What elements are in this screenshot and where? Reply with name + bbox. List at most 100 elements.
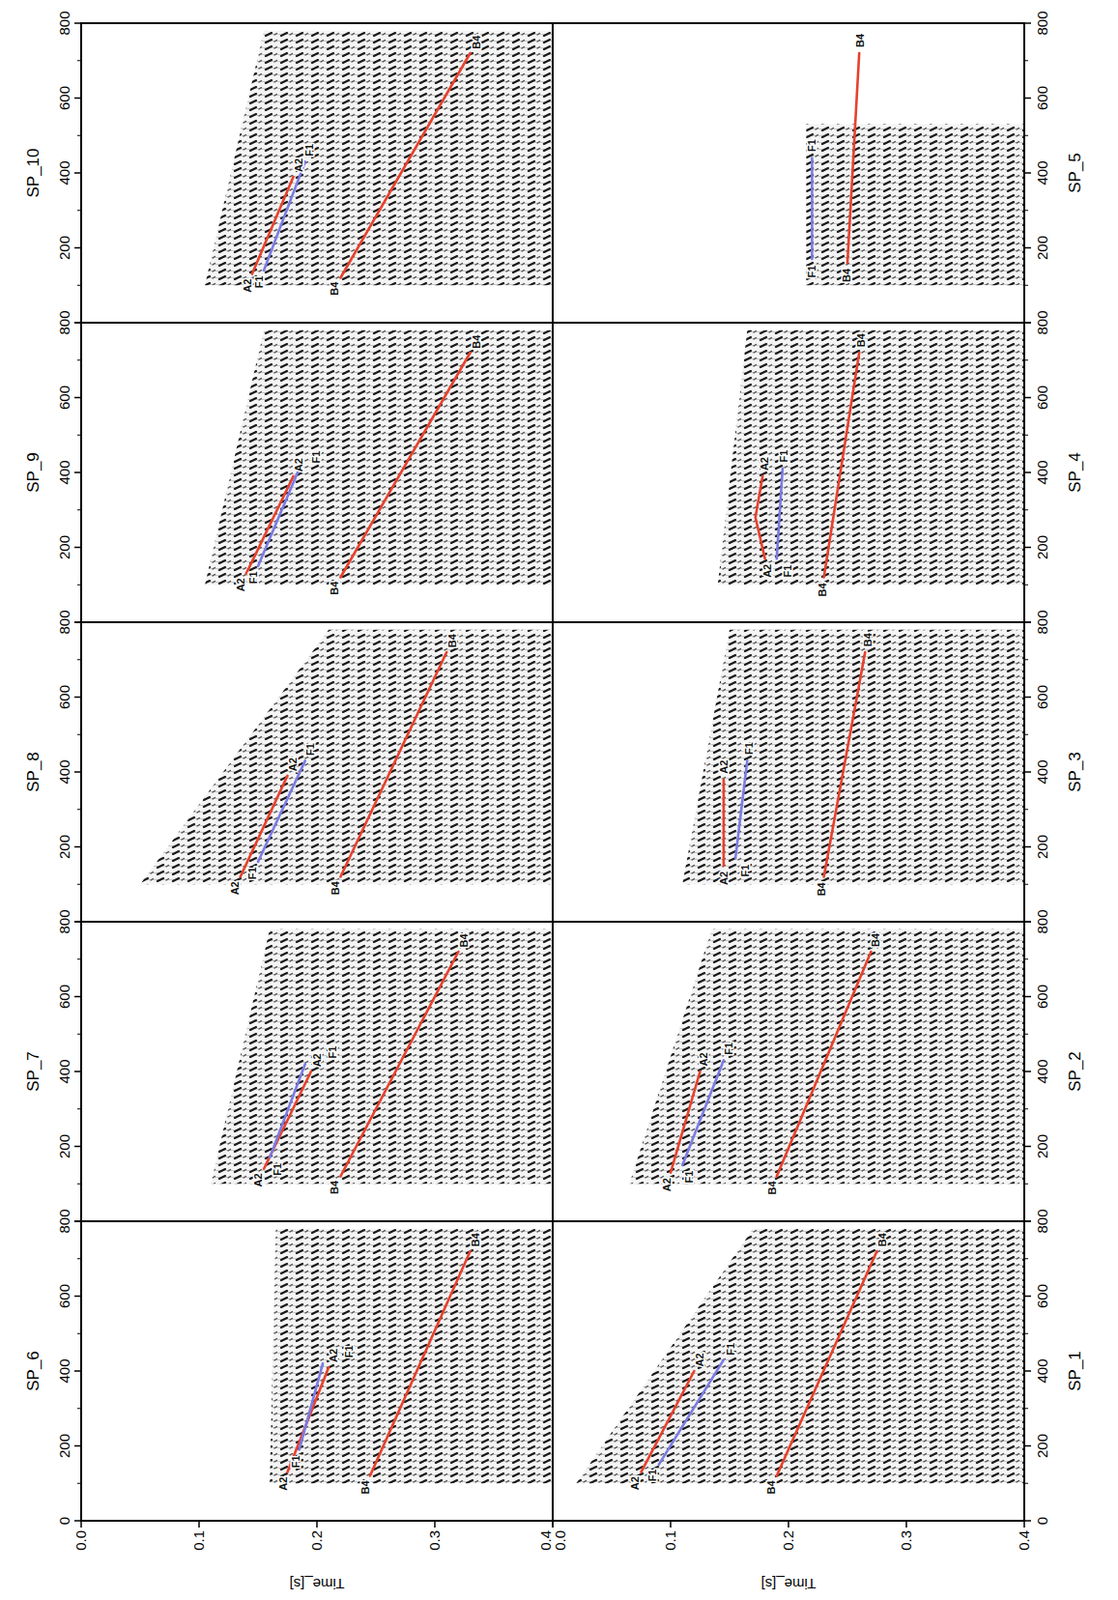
pick-label: B4 [815,881,828,896]
pick-label: A2 [660,1177,673,1192]
x-minor-tick [77,1407,82,1409]
x-minor-tick [77,958,82,960]
x-tick-label: 200 [56,1134,73,1159]
x-tick-label: 600 [56,86,73,111]
x-tick [74,1370,82,1373]
pick-label: A2 [717,760,730,774]
x-tick [74,1146,82,1148]
x-tick [1024,397,1032,400]
x-minor-tick [77,434,82,436]
x-minor-tick [77,285,82,287]
x-tick [74,1445,82,1448]
x-tick [1024,22,1032,25]
trace-record [204,330,553,586]
x-tick-label: 400 [56,459,73,485]
x-tick [1024,621,1032,624]
x-tick-label: 600 [1033,385,1051,410]
x-minor-tick [1024,285,1029,287]
panel-frame [81,921,553,1222]
x-tick [1024,172,1032,174]
y-tick [551,1520,554,1528]
panel-frame [552,1221,1025,1521]
y-tick [80,1520,83,1528]
pick-line [776,1251,878,1477]
pick-line [755,476,766,559]
x-tick [1024,247,1032,250]
pick-label: A2 [629,1476,641,1491]
pick-line [776,951,872,1177]
pick-label: A2 [234,577,247,592]
y-tick-label: 0.2 [308,1530,325,1551]
y-tick [1023,1520,1026,1528]
trace-record [269,1229,553,1485]
x-tick-label: 800 [1033,310,1051,335]
plot-area [210,929,553,1184]
x-minor-tick [77,1333,82,1335]
y-tick-label: 0.0 [72,1530,89,1551]
x-minor-tick [1024,59,1029,61]
x-tick-label: 800 [1033,909,1051,934]
x-tick [1024,1519,1032,1522]
x-tick-label: 800 [1033,609,1051,634]
x-minor-tick [1024,1183,1029,1185]
pick-label: A2 [717,871,730,886]
pick-label: F1 [247,571,259,584]
pick-label: B4 [469,1232,482,1247]
y-tick [315,1520,318,1528]
x-minor-tick [77,1258,82,1260]
panel-title: SP_7 [24,1051,43,1092]
panel-frame [81,322,553,623]
x-tick [74,397,82,400]
pick-label: F1 [246,866,258,880]
pick-label: F1 [683,1171,695,1184]
x-minor-tick [77,1033,82,1035]
x-tick [74,996,82,999]
pick-label: F1 [743,742,755,755]
trace-record [717,330,1025,586]
x-tick-label: 400 [56,759,73,784]
x-tick-label: 600 [56,984,73,1009]
x-tick-label: 400 [56,160,73,185]
pick-label: F1 [724,1343,737,1356]
x-minor-tick [77,808,82,810]
x-tick [1024,696,1032,699]
x-tick [74,22,82,25]
panel-title: SP_4 [1065,452,1085,493]
x-tick [74,920,82,923]
x-tick-label: 200 [1033,1433,1051,1459]
panel-title: SP_9 [24,452,43,493]
pick-line [258,760,306,862]
x-tick [1024,321,1032,324]
y-tick [551,1520,554,1528]
pick-label: B4 [840,267,853,283]
x-tick-label: 400 [1033,459,1051,485]
pick-label: F1 [326,1046,339,1060]
x-tick-label: 400 [1033,759,1051,784]
pick-label: A2 [697,1052,710,1066]
pick-label: A2 [292,458,305,472]
pick-label: F1 [805,139,818,152]
pick-label: A2 [277,1477,289,1491]
trace-record [204,30,553,287]
x-tick [1024,321,1032,324]
x-tick [74,1295,82,1298]
pick-label: F1 [289,1455,302,1468]
pick-label: F1 [271,1163,284,1176]
pick-label: F1 [343,1345,355,1358]
pick-line [776,468,783,559]
x-tick [1024,1445,1032,1448]
pick-line [269,1063,306,1158]
x-minor-tick [77,734,82,736]
panel-title: SP_1 [1065,1350,1085,1392]
panel-frame [81,1221,553,1521]
pick-label: F1 [303,143,316,157]
x-tick-label: 800 [56,909,73,934]
x-tick-label: 600 [1033,86,1051,111]
plot-area [269,1229,553,1485]
x-tick-label: 800 [56,609,73,634]
plot-area [629,929,1025,1184]
trace-record [575,1229,1025,1485]
plot-area [204,330,553,586]
x-minor-tick [1024,1258,1029,1260]
x-tick-label: 200 [1033,834,1051,860]
